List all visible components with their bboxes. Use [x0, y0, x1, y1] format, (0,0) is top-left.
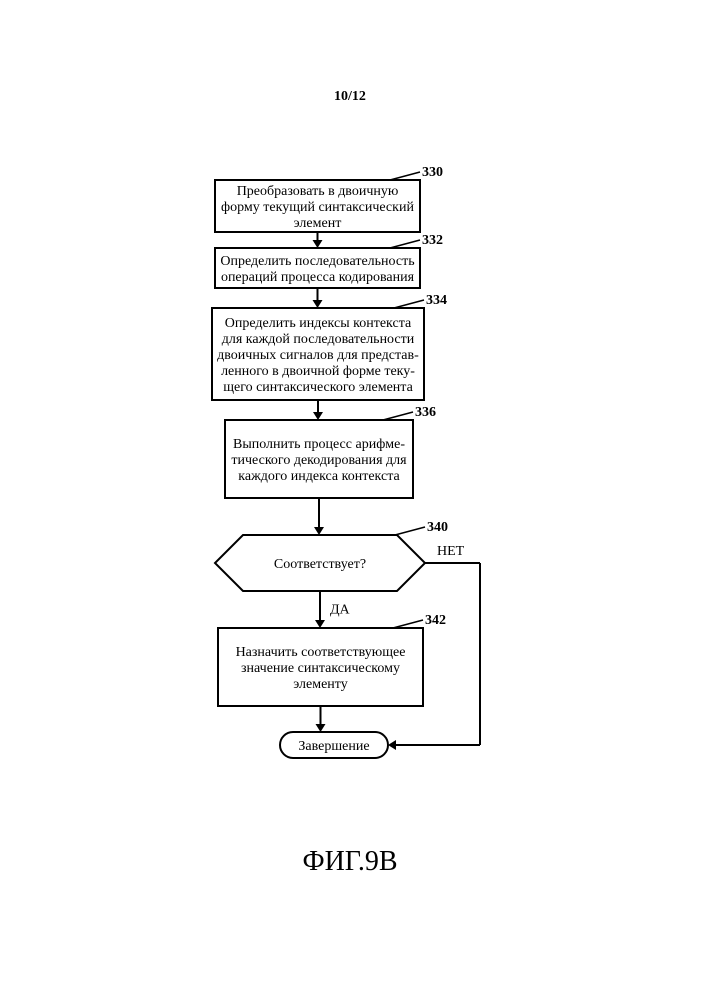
label-no: НЕТ [437, 544, 465, 559]
svg-text:операций процесса кодирования: операций процесса кодирования [221, 270, 415, 285]
svg-text:Определить индексы контекста: Определить индексы контекста [225, 316, 412, 331]
svg-text:Определить последовательность: Определить последовательность [220, 254, 414, 269]
svg-text:элементу: элементу [293, 677, 347, 692]
svg-text:элемент: элемент [294, 216, 342, 231]
svg-text:Выполнить процесс арифме-: Выполнить процесс арифме- [233, 437, 405, 452]
svg-text:для каждой последовательности: для каждой последовательности [222, 332, 415, 347]
ref-332: 332 [422, 233, 443, 248]
svg-text:Назначить соответствующее: Назначить соответствующее [236, 645, 406, 660]
svg-text:Соответствует?: Соответствует? [274, 557, 366, 572]
svg-text:Завершение: Завершение [298, 739, 369, 754]
svg-text:ленного в двоичной форме теку-: ленного в двоичной форме теку- [221, 364, 415, 379]
svg-text:Преобразовать в двоичную: Преобразовать в двоичную [237, 184, 399, 199]
ref-330: 330 [422, 165, 443, 180]
svg-text:щего синтаксического элемента: щего синтаксического элемента [223, 380, 413, 395]
svg-text:каждого индекса контекста: каждого индекса контекста [238, 469, 400, 484]
ref-336: 336 [415, 405, 436, 420]
figure-caption: ФИГ.9B [302, 846, 397, 877]
svg-text:форму текущий синтаксический: форму текущий синтаксический [221, 200, 414, 215]
ref-340: 340 [427, 520, 448, 535]
svg-text:тического декодирования для: тического декодирования для [231, 453, 407, 468]
label-yes: ДА [330, 603, 351, 618]
svg-text:значение синтаксическому: значение синтаксическому [241, 661, 400, 676]
ref-334: 334 [426, 293, 447, 308]
page-number: 10/12 [334, 89, 366, 104]
svg-text:двоичных сигналов для представ: двоичных сигналов для представ- [217, 348, 419, 363]
ref-342: 342 [425, 613, 446, 628]
